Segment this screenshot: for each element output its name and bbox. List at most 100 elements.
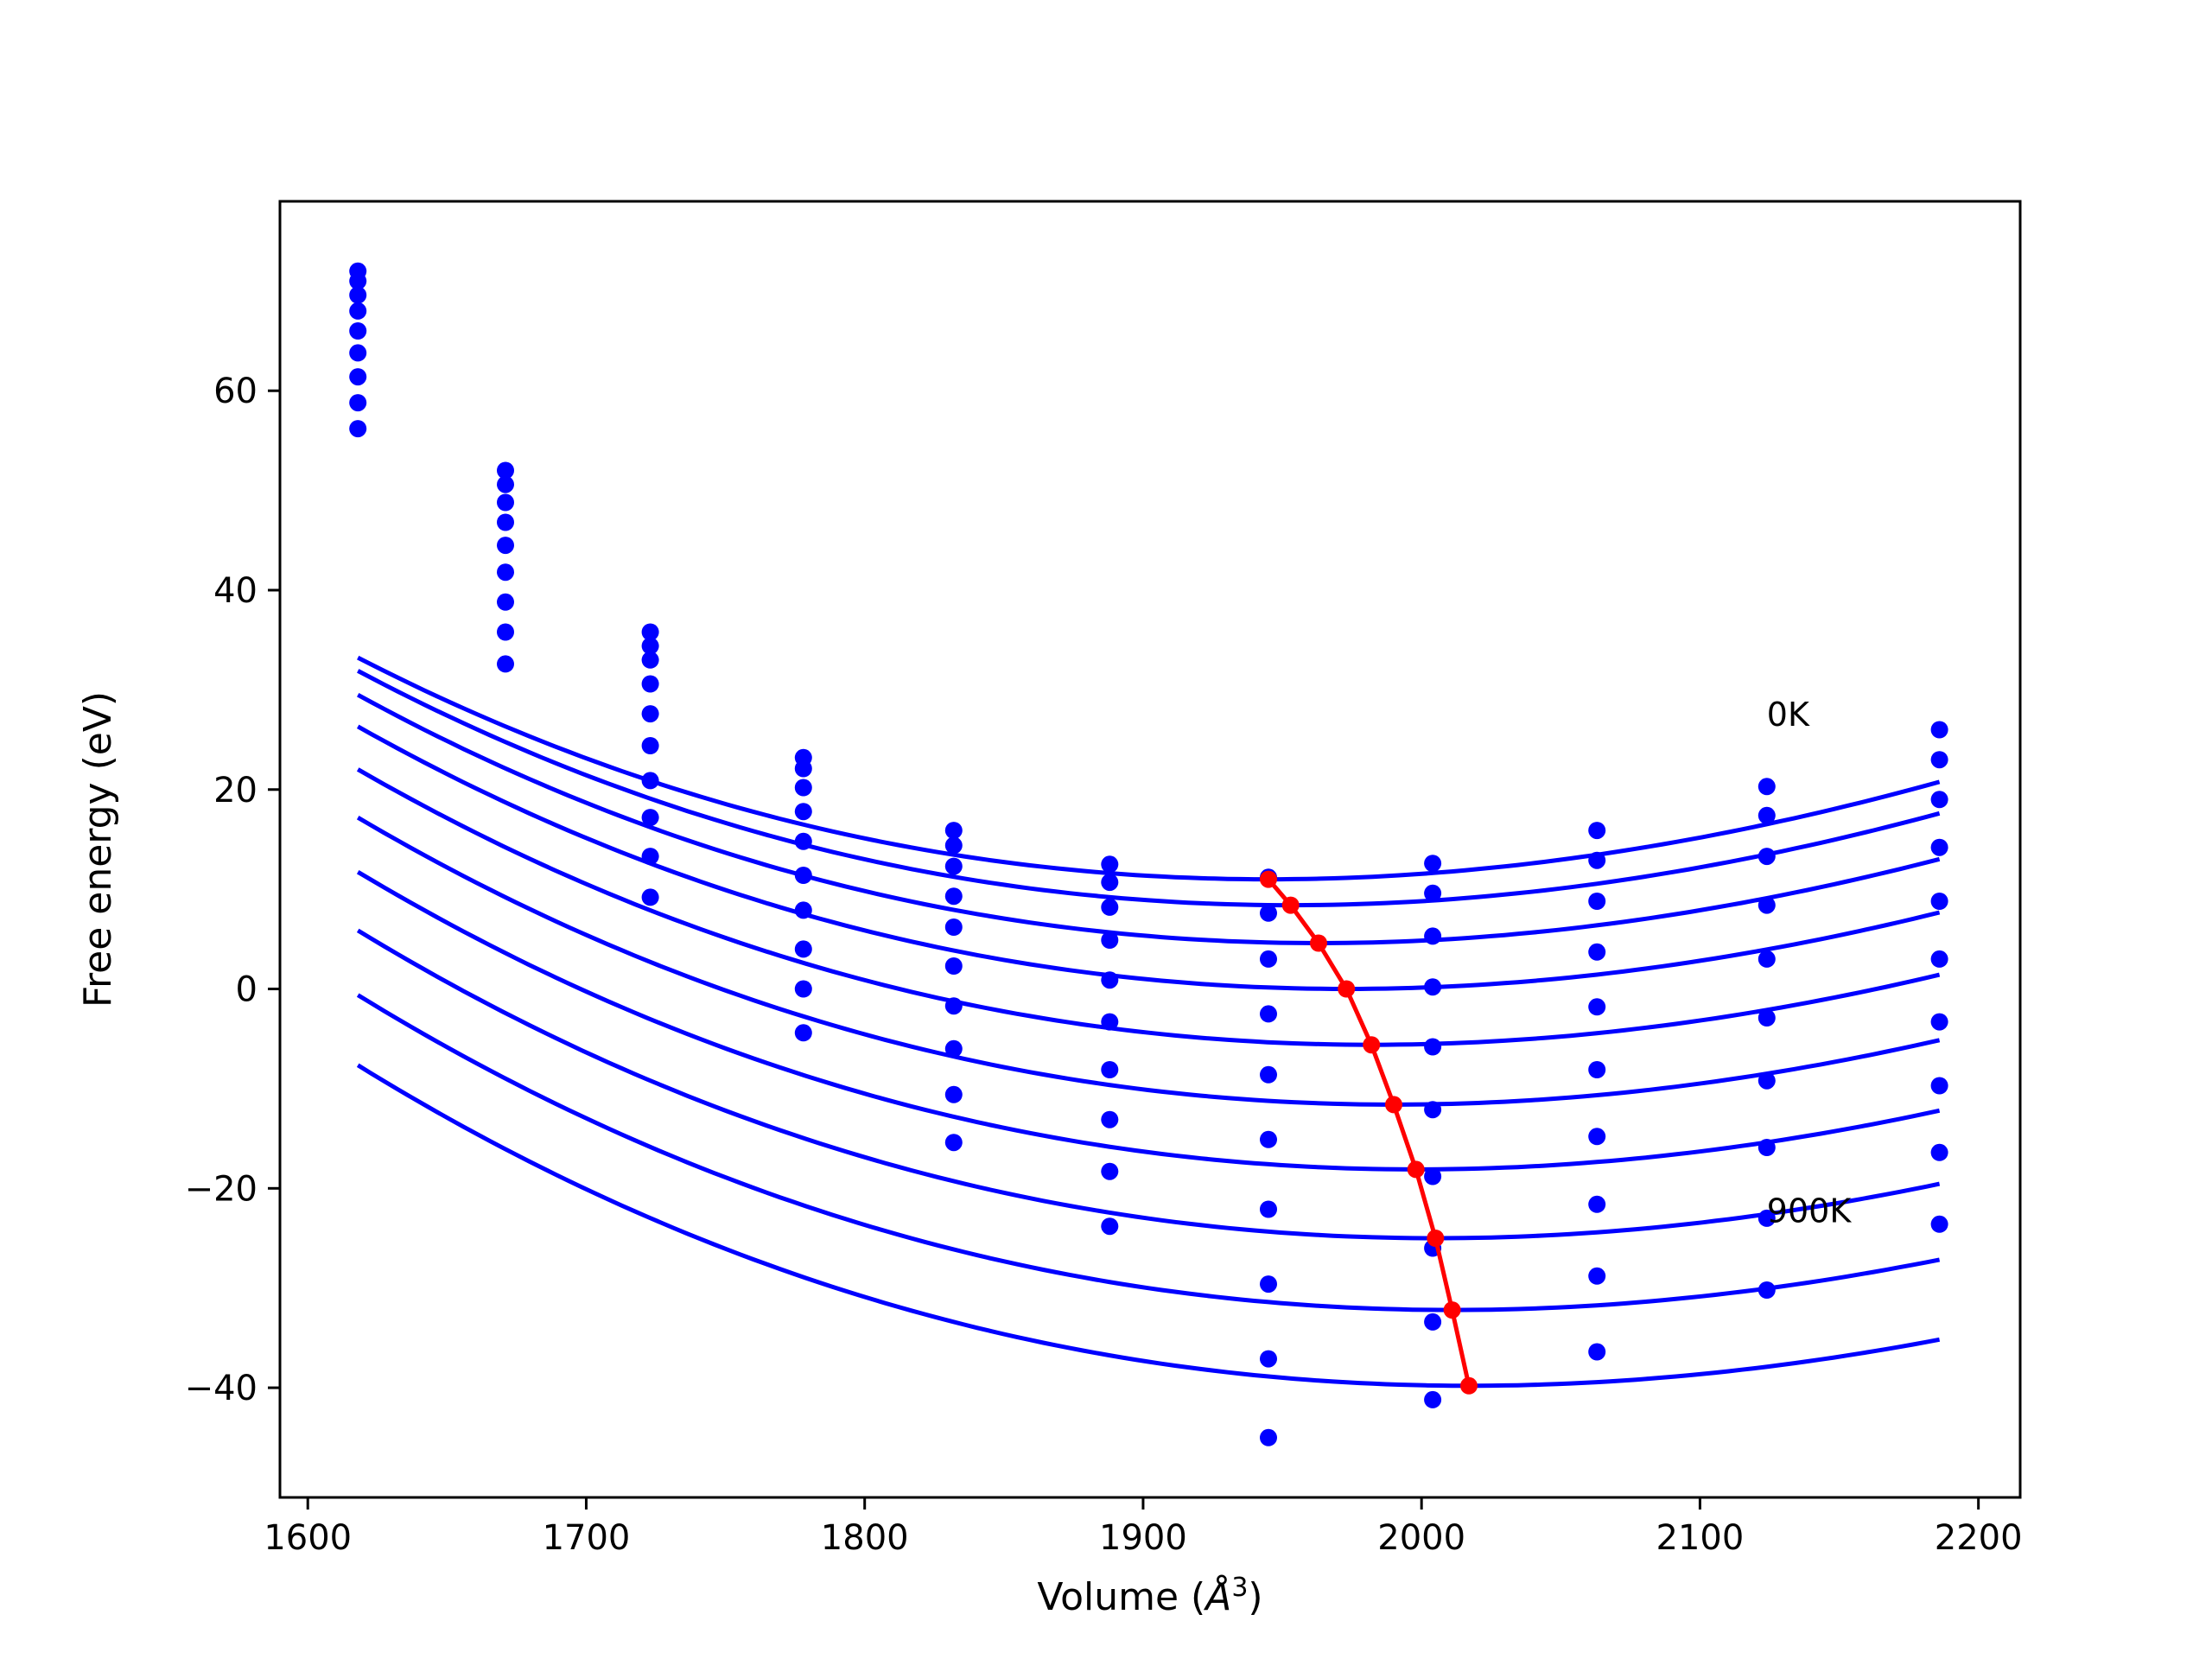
data-point [641, 737, 659, 754]
data-point [349, 272, 367, 290]
data-point [641, 888, 659, 906]
data-point [1424, 927, 1442, 945]
fit-curve-3 [356, 724, 1941, 991]
data-points [349, 262, 1948, 1446]
data-point [641, 675, 659, 693]
data-point [794, 980, 812, 998]
data-point [349, 322, 367, 340]
data-point [944, 887, 963, 906]
fit-curves [356, 655, 1941, 1389]
x-axis: 1600 1700 1800 1900 2000 2100 2200 [264, 1497, 2023, 1558]
fit-curve-7 [356, 928, 1941, 1241]
x-tick-label: 2100 [1656, 1518, 1745, 1558]
data-point [1260, 1130, 1277, 1148]
data-point [944, 1039, 963, 1058]
y-tick-label: 20 [213, 771, 257, 810]
data-point [349, 286, 367, 304]
data-point [1260, 1065, 1277, 1084]
data-point [794, 940, 812, 958]
data-point [1930, 791, 1948, 809]
data-point [1930, 1215, 1948, 1233]
fit-curve-2 [357, 693, 1941, 946]
data-point [1260, 950, 1277, 968]
data-point [1758, 806, 1776, 824]
data-point [497, 537, 514, 555]
data-point [1260, 904, 1277, 922]
data-point [1101, 1162, 1119, 1180]
data-point [794, 901, 812, 919]
data-point [1758, 778, 1776, 796]
data-point [944, 822, 963, 840]
data-point [1930, 1077, 1948, 1095]
fit-curve-1 [357, 669, 1941, 908]
data-point [349, 420, 367, 438]
x-tick-label: 1800 [821, 1518, 909, 1558]
data-point [1101, 971, 1119, 989]
fit-curve-6 [356, 870, 1941, 1172]
fit-curve-4 [356, 767, 1941, 1047]
plot-frame [278, 200, 2022, 1499]
x-tick-label: 2200 [1935, 1518, 2023, 1558]
minimum-point [1427, 1230, 1445, 1247]
data-point [1260, 1005, 1277, 1023]
data-point [497, 493, 514, 512]
plot-background [280, 201, 2020, 1497]
data-point [641, 809, 659, 827]
data-point [1101, 931, 1119, 949]
data-point [1424, 855, 1442, 873]
data-point [641, 623, 659, 641]
data-point [497, 593, 514, 611]
minimum-point [1260, 870, 1277, 888]
x-axis-label: Volume (Å3) [1037, 1573, 1262, 1619]
minimum-line [1260, 870, 1478, 1395]
data-point [1930, 1143, 1948, 1161]
data-point [349, 368, 367, 386]
data-point [641, 637, 659, 655]
data-point [1758, 1281, 1776, 1299]
data-point [497, 513, 514, 531]
y-tick-label: 40 [213, 571, 257, 611]
data-point [1260, 1275, 1277, 1294]
fit-curve-5 [356, 816, 1941, 1107]
data-point [1260, 1428, 1277, 1446]
y-tick-label: −40 [185, 1369, 257, 1408]
y-axis: −40 −20 0 20 40 60 [185, 372, 280, 1408]
data-point [1588, 1128, 1606, 1146]
data-point [1424, 1313, 1442, 1331]
data-point [944, 857, 963, 875]
data-point [794, 779, 812, 797]
data-point [1424, 978, 1442, 996]
data-point [944, 997, 963, 1015]
data-point [1930, 893, 1948, 910]
data-point [1588, 1267, 1606, 1285]
data-point [794, 867, 812, 884]
data-point [1101, 1061, 1119, 1078]
data-point [1101, 855, 1119, 874]
minimum-point [1338, 980, 1356, 998]
data-point [1758, 950, 1776, 968]
data-point [1260, 1200, 1277, 1218]
data-point [1588, 943, 1606, 961]
data-point [349, 302, 367, 320]
data-point [1588, 893, 1606, 910]
data-point [497, 623, 514, 641]
data-point [1758, 1209, 1776, 1227]
data-point [794, 760, 812, 778]
data-point [1588, 822, 1606, 840]
data-point [944, 1085, 963, 1103]
data-point [944, 1134, 963, 1152]
data-point [1588, 1061, 1606, 1078]
data-point [1588, 1343, 1606, 1361]
minimum-point [1460, 1376, 1478, 1395]
y-axis-label: Free energy (eV) [76, 691, 120, 1007]
data-point [641, 651, 659, 669]
x-tick-label: 1600 [264, 1518, 352, 1558]
data-point [349, 394, 367, 412]
annotations: 0K 900K [1767, 696, 1853, 1230]
data-point [1930, 950, 1948, 968]
data-point [1758, 1139, 1776, 1156]
data-point [794, 803, 812, 821]
data-point [497, 475, 514, 493]
x-tick-label: 2000 [1377, 1518, 1465, 1558]
data-point [1101, 874, 1119, 892]
